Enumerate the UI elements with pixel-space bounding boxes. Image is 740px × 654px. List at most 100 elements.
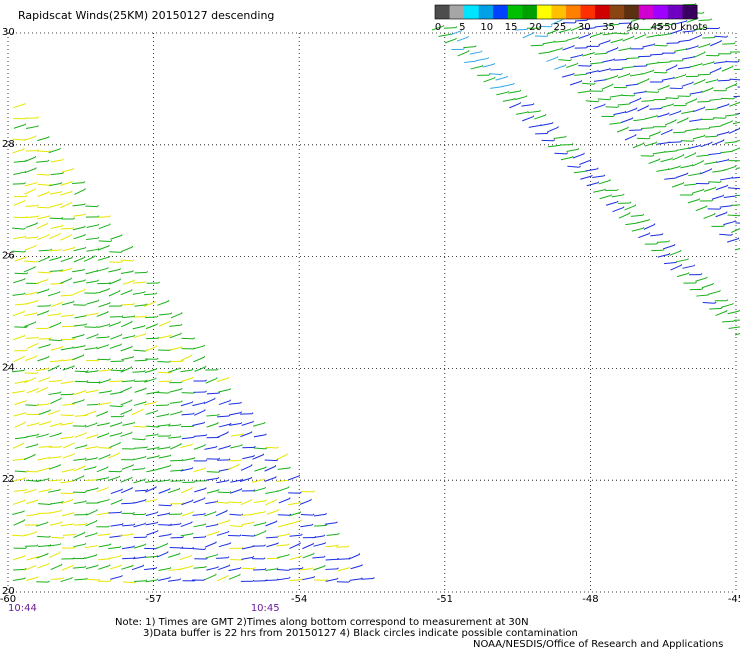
wind-barb-feather (501, 73, 502, 74)
wind-barb-feather (98, 370, 99, 371)
wind-barb-feather (61, 456, 62, 457)
wind-barb (26, 217, 38, 218)
wind-barb-feather (73, 294, 74, 295)
wind-barb (14, 520, 25, 525)
wind-barb-feather (682, 60, 683, 61)
wind-barb-feather (362, 578, 363, 579)
wind-barb (570, 55, 582, 58)
wind-barb (606, 202, 618, 205)
legend-swatch (581, 5, 596, 19)
wind-barb (24, 157, 35, 162)
wind-barb (684, 184, 696, 185)
wind-barb (661, 104, 673, 107)
wind-barb (254, 523, 266, 526)
wind-barb (587, 183, 599, 186)
wind-barb (63, 248, 75, 251)
wind-barb-feather (726, 90, 727, 91)
wind-barb (181, 414, 193, 415)
wind-barb (74, 189, 85, 194)
wind-barb (302, 544, 313, 549)
wind-barb (74, 325, 86, 326)
lon-tick-label: -45 (728, 594, 740, 605)
wind-barb (710, 68, 721, 73)
wind-barb (14, 401, 25, 405)
wind-barb (180, 370, 192, 372)
wind-barb (277, 570, 289, 571)
wind-barb (48, 366, 59, 371)
wind-barb (599, 180, 610, 184)
wind-barb (638, 233, 649, 237)
wind-barb (25, 405, 37, 406)
wind-barb-feather (520, 90, 521, 91)
wind-barb (60, 423, 72, 425)
wind-barb-feather (168, 404, 169, 405)
wind-barb (670, 251, 681, 255)
wind-barb (618, 74, 629, 78)
wind-barb-feather (598, 168, 599, 169)
wind-barb-feather (653, 155, 654, 156)
wind-barb (290, 580, 302, 581)
wind-barb (693, 108, 704, 112)
wind-barb-feather (475, 46, 476, 47)
wind-barb-feather (36, 261, 37, 262)
wind-barb (159, 336, 171, 339)
wind-barb (74, 248, 86, 251)
wind-barb (72, 355, 83, 359)
wind-barb (147, 448, 159, 450)
wind-barb (134, 524, 146, 527)
wind-barb-feather (312, 568, 313, 569)
wind-barb (265, 569, 277, 571)
wind-barb-feather (230, 491, 231, 492)
wind-barb (194, 435, 206, 436)
wind-barb (99, 545, 111, 547)
wind-barb (145, 500, 157, 503)
wind-barb (133, 371, 145, 372)
wind-barb (591, 33, 602, 36)
wind-barb (618, 48, 630, 50)
wind-barb-feather (604, 175, 605, 176)
legend-label: 15 (505, 22, 518, 33)
wind-barb (265, 580, 277, 581)
wind-barb-feather (157, 522, 158, 523)
wind-barb (242, 546, 254, 549)
wind-barb (50, 399, 61, 404)
wind-barb (26, 435, 38, 437)
wind-barb (207, 472, 219, 473)
wind-barb (63, 535, 75, 536)
wind-barb-feather (25, 577, 26, 578)
wind-barb (327, 534, 339, 535)
wind-barb (578, 91, 590, 93)
wind-barb (689, 120, 701, 122)
wind-barb-feather (555, 41, 556, 42)
wind-barb (704, 162, 716, 164)
wind-barb (99, 241, 111, 242)
note-line-1: Note: 1) Times are GMT 2)Times along bot… (115, 617, 529, 628)
wind-barb (25, 532, 37, 535)
wind-barb-feather (158, 391, 159, 392)
wind-barb (704, 214, 715, 219)
wind-barb (722, 44, 734, 45)
wind-barb (180, 556, 191, 560)
wind-barb (51, 579, 63, 580)
wind-barb-feather (253, 521, 254, 522)
legend-label: 5 (459, 22, 465, 33)
wind-barb (37, 151, 49, 152)
wind-barb (278, 524, 290, 527)
wind-barb (38, 504, 50, 505)
legend-swatch (435, 5, 450, 19)
wind-barb (121, 488, 132, 493)
wind-barb (697, 102, 709, 103)
wind-barb (121, 401, 132, 405)
wind-barb-feather (288, 544, 289, 545)
wind-barb-feather (38, 117, 39, 118)
wind-barb (673, 155, 684, 160)
wind-barb (193, 357, 204, 362)
wind-barb (650, 54, 662, 55)
wind-barb (86, 566, 98, 569)
wind-barb-feather (73, 347, 74, 348)
wind-barb-feather (159, 447, 160, 448)
wind-barb (25, 183, 37, 186)
wind-barb (729, 102, 740, 106)
legend-swatch (653, 5, 668, 19)
wind-barb (600, 195, 612, 198)
